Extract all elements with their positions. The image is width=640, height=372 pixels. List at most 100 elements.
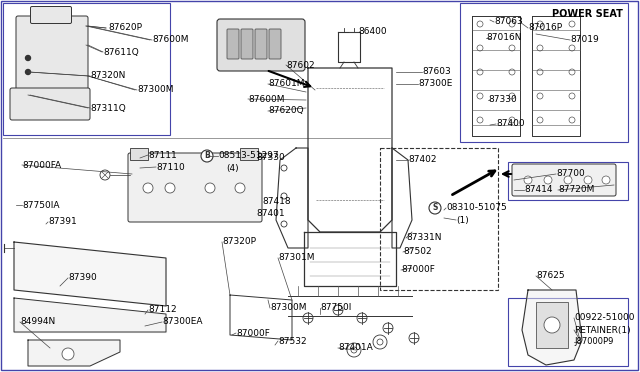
Circle shape	[509, 93, 515, 99]
Circle shape	[351, 347, 357, 353]
Polygon shape	[28, 340, 120, 366]
Circle shape	[373, 335, 387, 349]
Circle shape	[509, 45, 515, 51]
Circle shape	[569, 69, 575, 75]
Text: 87391: 87391	[48, 218, 77, 227]
Text: 87063: 87063	[494, 17, 523, 26]
Text: 87000FA: 87000FA	[22, 160, 61, 170]
Circle shape	[584, 176, 592, 184]
Text: 87320N: 87320N	[90, 71, 125, 80]
Text: 87600M: 87600M	[248, 94, 285, 103]
Text: 87320P: 87320P	[222, 237, 256, 247]
Text: 86400: 86400	[358, 28, 387, 36]
FancyBboxPatch shape	[227, 29, 239, 59]
FancyBboxPatch shape	[16, 16, 88, 92]
Text: 08310-51075: 08310-51075	[446, 203, 507, 212]
FancyBboxPatch shape	[241, 29, 253, 59]
Circle shape	[602, 176, 610, 184]
Circle shape	[205, 183, 215, 193]
Text: 87301M: 87301M	[278, 253, 314, 263]
Circle shape	[569, 93, 575, 99]
FancyBboxPatch shape	[10, 88, 90, 120]
Text: 87418: 87418	[262, 198, 291, 206]
Text: 87414: 87414	[524, 186, 552, 195]
Text: J87000P9: J87000P9	[574, 337, 613, 346]
Text: 08513-51297: 08513-51297	[218, 151, 278, 160]
Text: 87603: 87603	[422, 67, 451, 77]
Circle shape	[62, 348, 74, 360]
Bar	[536, 302, 568, 348]
FancyBboxPatch shape	[217, 19, 305, 71]
Circle shape	[509, 69, 515, 75]
Text: 87502: 87502	[403, 247, 431, 257]
Text: 87402: 87402	[408, 155, 436, 164]
Text: 87390: 87390	[68, 273, 97, 282]
Circle shape	[100, 170, 110, 180]
Text: 87532: 87532	[278, 337, 307, 346]
Text: 87620P: 87620P	[108, 23, 142, 32]
Text: (4): (4)	[226, 164, 239, 173]
Text: 87300M: 87300M	[137, 86, 173, 94]
Text: 87400: 87400	[496, 119, 525, 128]
Bar	[460, 3, 628, 142]
Text: 87000F: 87000F	[401, 266, 435, 275]
Text: 87750lA: 87750lA	[22, 201, 60, 209]
Text: 87611Q: 87611Q	[103, 48, 139, 57]
Circle shape	[333, 305, 343, 315]
Text: 87110: 87110	[156, 163, 185, 171]
Circle shape	[537, 21, 543, 27]
Text: 87300EA: 87300EA	[162, 317, 202, 327]
Text: 87720M: 87720M	[558, 186, 595, 195]
Circle shape	[26, 70, 31, 74]
Circle shape	[377, 339, 383, 345]
Circle shape	[537, 69, 543, 75]
Circle shape	[235, 183, 245, 193]
Text: 87330: 87330	[488, 96, 516, 105]
Circle shape	[26, 55, 31, 61]
Polygon shape	[522, 290, 582, 365]
Text: (1): (1)	[456, 215, 468, 224]
Circle shape	[509, 21, 515, 27]
Circle shape	[477, 21, 483, 27]
Circle shape	[537, 45, 543, 51]
Circle shape	[477, 93, 483, 99]
FancyBboxPatch shape	[512, 164, 616, 196]
Text: 87311Q: 87311Q	[90, 103, 125, 112]
Circle shape	[537, 117, 543, 123]
Circle shape	[509, 117, 515, 123]
Text: 87602: 87602	[286, 61, 315, 70]
Circle shape	[544, 176, 552, 184]
Bar	[508, 298, 628, 366]
FancyBboxPatch shape	[128, 153, 262, 222]
Circle shape	[347, 343, 361, 357]
Text: S: S	[432, 203, 438, 212]
Circle shape	[537, 93, 543, 99]
Text: 84994N: 84994N	[20, 317, 55, 327]
Text: 87625: 87625	[536, 272, 564, 280]
Circle shape	[409, 333, 419, 343]
Bar	[380, 148, 498, 290]
Circle shape	[477, 69, 483, 75]
Text: 87111: 87111	[148, 151, 177, 160]
Text: 87019: 87019	[570, 35, 599, 45]
Text: 87401A: 87401A	[338, 343, 372, 353]
Text: 87700: 87700	[556, 170, 585, 179]
Circle shape	[569, 117, 575, 123]
Text: 87401: 87401	[256, 208, 285, 218]
Text: POWER SEAT: POWER SEAT	[552, 9, 623, 19]
Bar	[240, 148, 258, 160]
Bar	[130, 148, 148, 160]
Circle shape	[201, 150, 213, 162]
Polygon shape	[14, 242, 166, 306]
Text: 87016N: 87016N	[486, 33, 522, 42]
Text: 87300E: 87300E	[418, 80, 452, 89]
Circle shape	[569, 45, 575, 51]
Circle shape	[544, 317, 560, 333]
Text: 87750l: 87750l	[320, 304, 351, 312]
Bar	[3, 3, 170, 135]
Text: 87330: 87330	[256, 154, 285, 163]
Text: 87016P: 87016P	[528, 23, 562, 32]
Circle shape	[383, 323, 393, 333]
Text: 87112: 87112	[148, 305, 177, 314]
Text: 87601M: 87601M	[268, 80, 305, 89]
